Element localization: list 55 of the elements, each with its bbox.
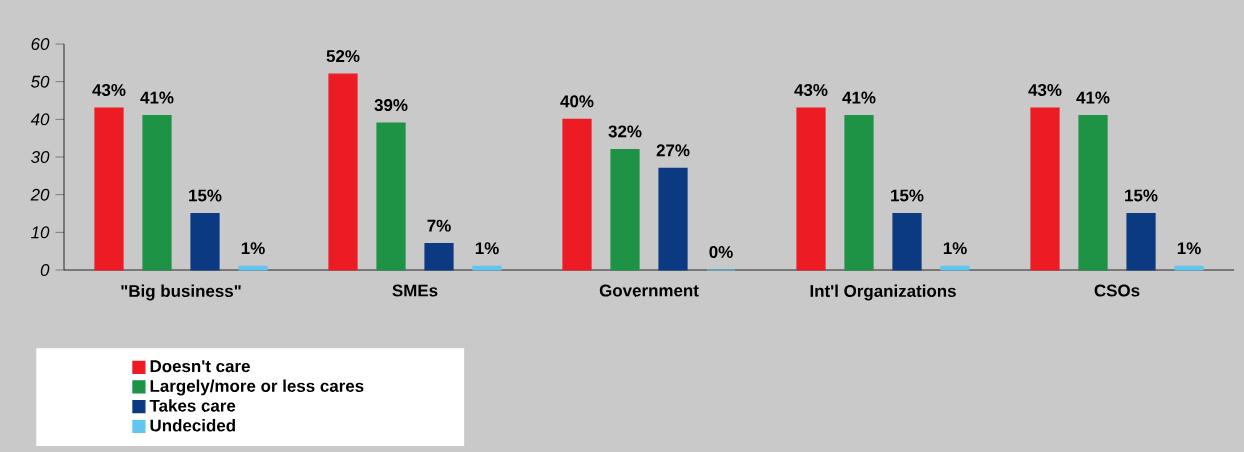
bar [562,118,592,271]
legend-label: Takes care [149,399,236,412]
y-tick-label: 0 [40,264,50,276]
bar [142,114,172,271]
data-label: 43% [92,84,126,96]
x-tick-label: CSOs [1094,284,1140,297]
data-label: 41% [140,91,174,104]
data-label: 43% [1028,84,1062,96]
bar [94,107,124,271]
data-label: 41% [1076,91,1110,104]
legend-label: Doesn't care [150,360,250,373]
bar [424,243,454,271]
data-label: 0% [709,245,733,258]
data-label: 43% [794,84,828,96]
data-label: 1% [241,242,265,255]
bar [328,73,358,271]
y-tick-label: 60 [31,38,50,50]
bar [1078,114,1108,271]
data-label: 27% [656,144,690,157]
x-tick-label: "Big business" [121,284,241,301]
data-label: 1% [943,242,967,255]
data-label: 7% [427,219,451,232]
data-label: 52% [326,50,360,63]
bar [940,265,970,271]
x-tick-label: SMEs [392,284,438,297]
data-label: 40% [560,95,594,108]
data-label: 39% [374,99,408,112]
data-label: 15% [891,189,924,202]
data-label: 15% [189,189,222,202]
y-tick-label: 20 [30,188,50,201]
y-tick-label: 30 [31,151,50,163]
data-label: 1% [475,242,499,255]
bar [796,107,826,271]
x-tick-label: Int'l Organizations [810,284,956,301]
y-tick-label: 10 [31,226,50,239]
bar [1030,107,1060,271]
bar [376,122,406,271]
bar [844,114,874,271]
y-tick-label: 50 [31,75,50,88]
bar [190,212,220,271]
bar [1174,265,1204,271]
bar [892,212,922,271]
data-label: 41% [842,91,876,104]
data-label: 32% [608,125,642,138]
bar [472,265,502,271]
legend-label: Largely/more or less cares [150,379,364,396]
bar [610,148,640,271]
bar [658,167,688,271]
x-tick-label: Government [599,284,699,297]
data-label: 15% [1125,189,1158,202]
bar [1126,212,1156,271]
data-label: 1% [1177,242,1201,255]
bar [238,265,268,271]
y-tick-label: 40 [30,113,50,126]
legend-label: Undecided [150,419,235,432]
